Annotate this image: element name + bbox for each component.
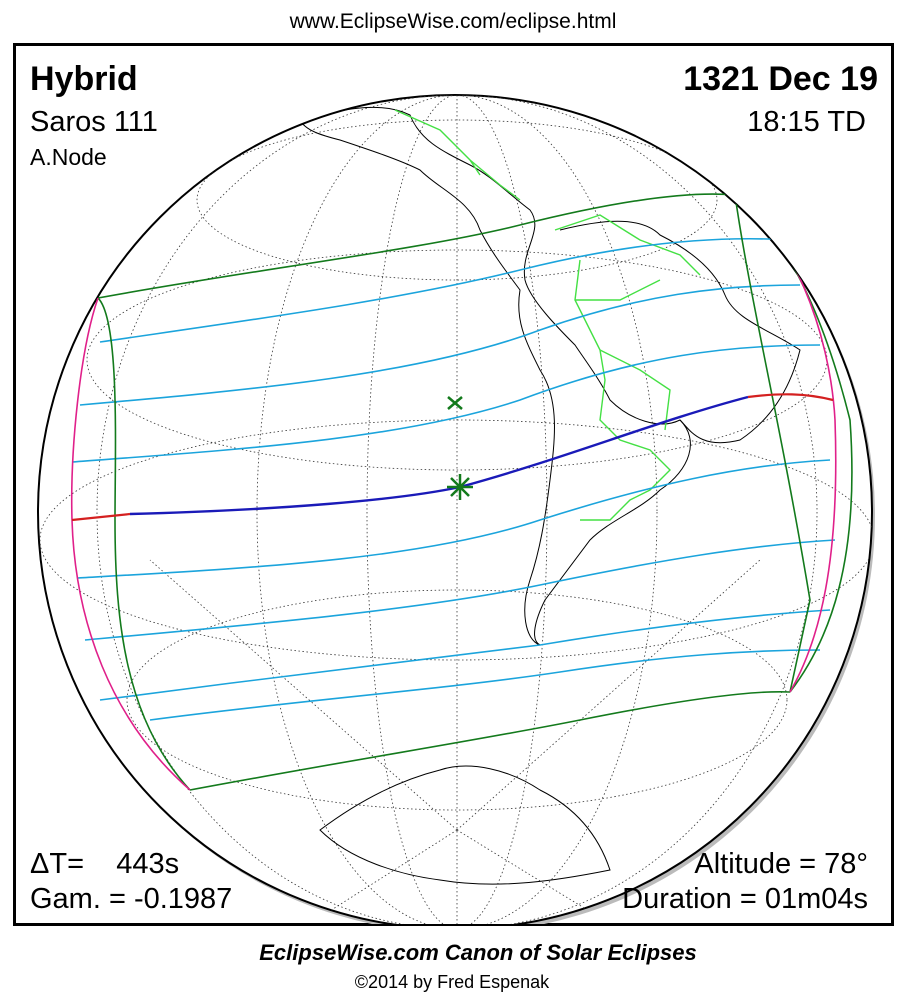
graticule [39, 95, 872, 924]
footer-title: EclipseWise.com Canon of Solar Eclipses [259, 940, 697, 965]
globe [37, 94, 875, 924]
delta-t: ΔT= 443s [30, 848, 179, 880]
eclipse-path [70, 193, 853, 791]
url: www.EclipseWise.com/eclipse.html [289, 10, 617, 33]
gamma: Gam. = -0.1987 [30, 883, 232, 915]
eclipse-date: 1321 Dec 19 [683, 60, 878, 98]
time: 18:15 TD [747, 106, 866, 138]
copyright: ©2014 by Fred Espenak [355, 972, 550, 992]
saros: Saros 111 [30, 106, 158, 138]
duration: Duration = 01m04s [622, 883, 868, 915]
eclipse-type: Hybrid [30, 60, 138, 98]
borders [394, 109, 701, 521]
node: A.Node [30, 144, 107, 170]
altitude: Altitude = 78° [694, 848, 868, 880]
